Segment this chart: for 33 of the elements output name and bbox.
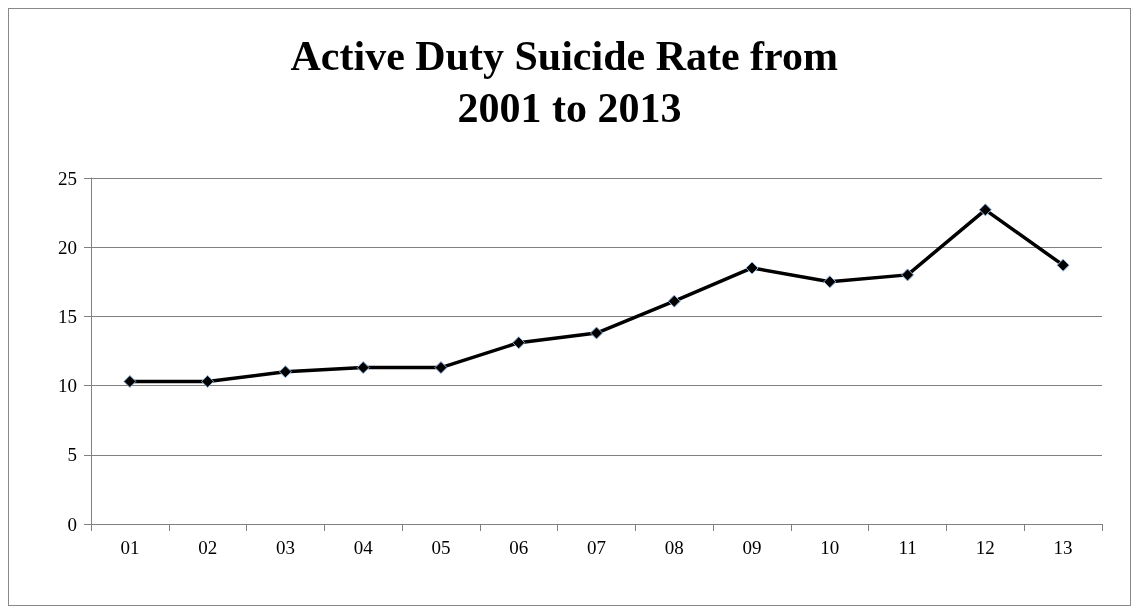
x-tick-label: 12 <box>975 537 995 558</box>
y-tick-label: 15 <box>58 305 77 327</box>
point <box>278 365 292 379</box>
x-tick-label: 11 <box>898 537 917 558</box>
point <box>978 203 992 217</box>
y-tick-label: 5 <box>67 444 77 466</box>
point <box>823 275 837 289</box>
point <box>434 361 448 375</box>
y-tick-label: 25 <box>58 167 77 189</box>
y-tick-label: 10 <box>58 375 77 397</box>
point <box>901 268 915 282</box>
x-tick-label: 03 <box>275 537 295 558</box>
x-tick-label: 07 <box>587 537 606 558</box>
chart-title: Active Duty Suicide Rate from 2001 to 2013 <box>290 33 849 131</box>
x-tick-label: 13 <box>1053 537 1073 558</box>
point <box>745 261 759 275</box>
point <box>201 374 215 388</box>
x-tick-label: 01 <box>120 537 140 558</box>
y-tick-label: 20 <box>58 236 77 258</box>
x-tick-label: 08 <box>664 537 684 558</box>
x-tick-label: 06 <box>509 537 529 558</box>
point <box>356 361 370 375</box>
point <box>667 294 681 308</box>
x-tick-label: 02 <box>198 537 218 558</box>
point <box>590 326 603 340</box>
x-tick-label: 09 <box>742 537 762 558</box>
point <box>123 374 137 388</box>
x-tick-label: 10 <box>820 537 840 558</box>
x-tick-label: 04 <box>353 537 374 558</box>
point <box>512 336 526 350</box>
y-tick-label: 0 <box>67 513 77 535</box>
x-tick-label: 05 <box>431 537 451 558</box>
point <box>1056 258 1070 272</box>
